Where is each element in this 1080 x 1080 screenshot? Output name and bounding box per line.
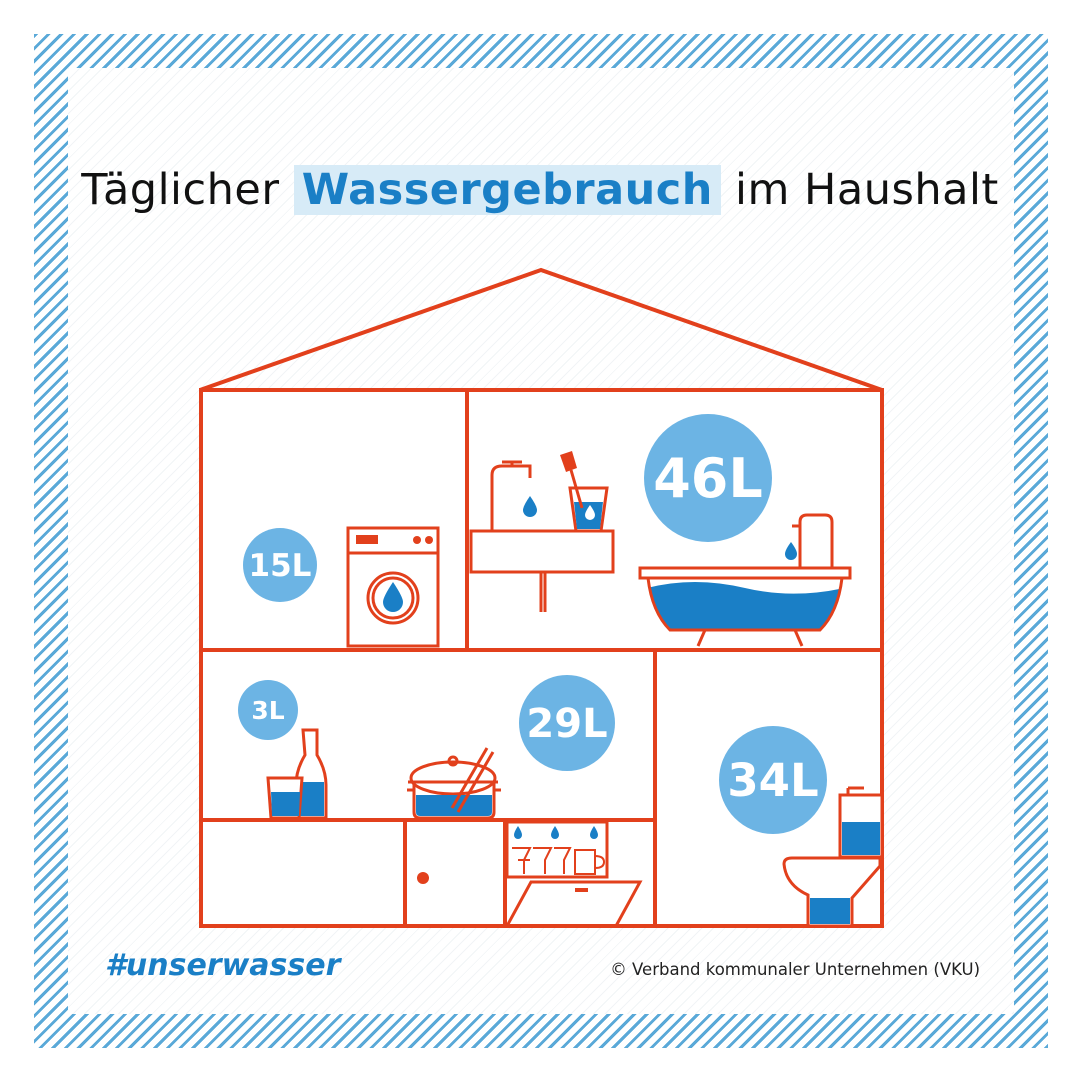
glass-and-bottle-icon [266,728,328,820]
usage-laundry: 15L [249,548,312,584]
usage-bathroom: 46L [653,447,763,510]
cooking-pot-icon [407,747,501,820]
usage-kitchen: 29L [526,701,607,747]
washing-machine-icon [346,526,440,648]
house-walls [199,388,884,928]
usage-drinking: 3L [251,696,284,725]
copyright-notice: © Verband kommunaler Unternehmen (VKU) [610,960,980,979]
bubble-bathroom: 46L [644,414,772,542]
usage-toilet: 34L [727,754,818,807]
dishwasher-icon [504,820,643,928]
toilet-icon [782,786,884,928]
bathtub-icon [638,513,852,647]
title-part-2: im Haushalt [735,165,999,215]
title-part-1: Täglicher [81,165,280,215]
page-title: Täglicher Wassergebrauch im Haushalt [0,165,1080,215]
sink-icon [469,451,615,612]
roof-outline [199,267,883,392]
title-highlight: Wassergebrauch [293,165,721,215]
bubble-laundry: 15L [243,528,317,602]
cabinet-knob [417,872,429,884]
bubble-toilet: 34L [719,726,827,834]
kitchen-counter [201,818,655,926]
bubble-kitchen: 29L [519,675,615,771]
hashtag: #unserwasser [105,948,341,983]
bubble-drinking: 3L [238,680,298,740]
